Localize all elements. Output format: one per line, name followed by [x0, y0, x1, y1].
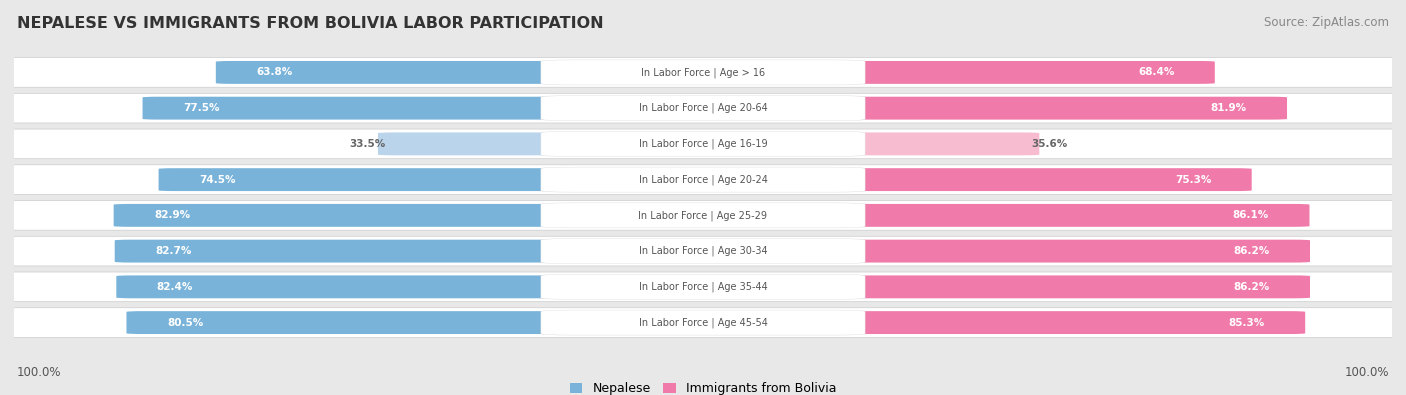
FancyBboxPatch shape [0, 308, 1406, 337]
FancyBboxPatch shape [541, 275, 865, 299]
FancyBboxPatch shape [0, 201, 1406, 230]
FancyBboxPatch shape [541, 203, 865, 228]
Text: In Labor Force | Age 25-29: In Labor Force | Age 25-29 [638, 210, 768, 221]
FancyBboxPatch shape [817, 275, 1310, 298]
Text: In Labor Force | Age > 16: In Labor Force | Age > 16 [641, 67, 765, 78]
FancyBboxPatch shape [0, 165, 1406, 194]
Text: 35.6%: 35.6% [1031, 139, 1067, 149]
FancyBboxPatch shape [142, 97, 589, 120]
Text: 82.7%: 82.7% [155, 246, 191, 256]
Text: 100.0%: 100.0% [17, 366, 62, 379]
FancyBboxPatch shape [817, 204, 1309, 227]
Text: 86.1%: 86.1% [1233, 211, 1270, 220]
Text: 86.2%: 86.2% [1233, 246, 1270, 256]
FancyBboxPatch shape [0, 236, 1406, 266]
Text: 85.3%: 85.3% [1229, 318, 1264, 327]
Text: Source: ZipAtlas.com: Source: ZipAtlas.com [1264, 16, 1389, 29]
FancyBboxPatch shape [0, 93, 1406, 123]
Text: 33.5%: 33.5% [350, 139, 387, 149]
Text: 81.9%: 81.9% [1211, 103, 1247, 113]
FancyBboxPatch shape [0, 58, 1406, 87]
FancyBboxPatch shape [817, 168, 1251, 191]
FancyBboxPatch shape [0, 129, 1406, 159]
Text: In Labor Force | Age 20-64: In Labor Force | Age 20-64 [638, 103, 768, 113]
FancyBboxPatch shape [541, 167, 865, 192]
FancyBboxPatch shape [817, 240, 1310, 263]
FancyBboxPatch shape [117, 275, 589, 298]
Text: 63.8%: 63.8% [256, 68, 292, 77]
Text: In Labor Force | Age 16-19: In Labor Force | Age 16-19 [638, 139, 768, 149]
FancyBboxPatch shape [541, 132, 865, 156]
FancyBboxPatch shape [114, 204, 589, 227]
Text: 100.0%: 100.0% [1344, 366, 1389, 379]
FancyBboxPatch shape [378, 132, 589, 155]
Text: 77.5%: 77.5% [183, 103, 219, 113]
Text: In Labor Force | Age 20-24: In Labor Force | Age 20-24 [638, 174, 768, 185]
Text: 74.5%: 74.5% [200, 175, 236, 184]
Text: NEPALESE VS IMMIGRANTS FROM BOLIVIA LABOR PARTICIPATION: NEPALESE VS IMMIGRANTS FROM BOLIVIA LABO… [17, 16, 603, 31]
Text: In Labor Force | Age 30-34: In Labor Force | Age 30-34 [638, 246, 768, 256]
FancyBboxPatch shape [817, 97, 1286, 120]
Text: 80.5%: 80.5% [167, 318, 204, 327]
FancyBboxPatch shape [127, 311, 589, 334]
FancyBboxPatch shape [215, 61, 589, 84]
Text: 82.9%: 82.9% [155, 211, 190, 220]
Legend: Nepalese, Immigrants from Bolivia: Nepalese, Immigrants from Bolivia [569, 382, 837, 395]
FancyBboxPatch shape [541, 239, 865, 263]
Text: 82.4%: 82.4% [157, 282, 193, 292]
Text: In Labor Force | Age 35-44: In Labor Force | Age 35-44 [638, 282, 768, 292]
Text: 68.4%: 68.4% [1137, 68, 1174, 77]
FancyBboxPatch shape [541, 60, 865, 85]
FancyBboxPatch shape [817, 61, 1215, 84]
Text: 75.3%: 75.3% [1175, 175, 1211, 184]
FancyBboxPatch shape [159, 168, 589, 191]
FancyBboxPatch shape [0, 272, 1406, 302]
FancyBboxPatch shape [817, 132, 1039, 155]
FancyBboxPatch shape [541, 310, 865, 335]
FancyBboxPatch shape [541, 96, 865, 120]
FancyBboxPatch shape [817, 311, 1305, 334]
Text: In Labor Force | Age 45-54: In Labor Force | Age 45-54 [638, 317, 768, 328]
Text: 86.2%: 86.2% [1233, 282, 1270, 292]
FancyBboxPatch shape [115, 240, 589, 263]
